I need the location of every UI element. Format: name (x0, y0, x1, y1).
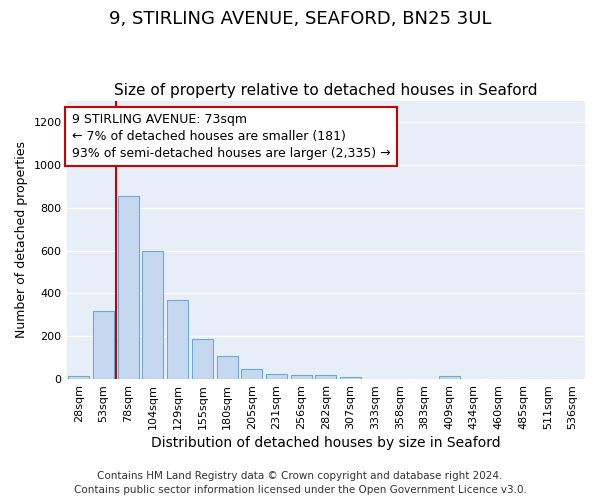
Bar (167, 300, 188, 379)
Text: Contains HM Land Registry data © Crown copyright and database right 2024.
Contai: Contains HM Land Registry data © Crown c… (74, 471, 526, 495)
Bar (439, 376, 460, 379)
Bar (93, 310, 114, 379)
Bar (340, 377, 361, 379)
Bar (118, 196, 139, 379)
Bar (266, 374, 287, 379)
Bar (290, 375, 311, 379)
Y-axis label: Number of detached properties: Number of detached properties (15, 142, 28, 338)
Title: Size of property relative to detached houses in Seaford: Size of property relative to detached ho… (114, 83, 538, 98)
Bar (315, 375, 336, 379)
Text: 9, STIRLING AVENUE, SEAFORD, BN25 3UL: 9, STIRLING AVENUE, SEAFORD, BN25 3UL (109, 10, 491, 28)
X-axis label: Distribution of detached houses by size in Seaford: Distribution of detached houses by size … (151, 436, 500, 450)
Bar (241, 369, 262, 379)
Bar (68, 376, 89, 379)
Text: 9 STIRLING AVENUE: 73sqm
← 7% of detached houses are smaller (181)
93% of semi-d: 9 STIRLING AVENUE: 73sqm ← 7% of detache… (72, 113, 391, 160)
Bar (192, 340, 213, 379)
Bar (217, 356, 238, 379)
Bar (142, 251, 163, 379)
